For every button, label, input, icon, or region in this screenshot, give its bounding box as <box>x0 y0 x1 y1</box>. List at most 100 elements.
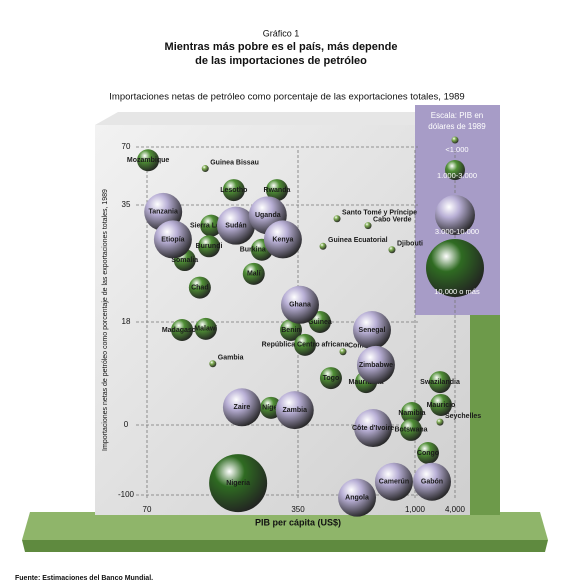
x-tick-label: 350 <box>291 505 305 514</box>
point-label: Mauritania <box>349 379 384 386</box>
bubble <box>222 388 261 427</box>
point-label: Zimbabwe <box>359 362 393 369</box>
box-top <box>95 112 485 125</box>
point-label: Sierra Leona <box>190 222 233 229</box>
point-label: Malí <box>247 271 262 278</box>
x-axis-label: PIB per cápita (US$) <box>255 517 341 527</box>
point-label: Swazilandia <box>420 379 460 386</box>
bubble <box>388 246 396 254</box>
bubble <box>339 348 347 356</box>
bubble <box>279 319 302 342</box>
source: Fuente: Estimaciones del Banco Mundial. <box>15 575 153 582</box>
point-label: Ghana <box>289 302 311 309</box>
point-label: Cabo Verde <box>373 216 412 223</box>
legend-label: 3.000-10.000 <box>435 227 479 236</box>
legend-label: 10,000 o más <box>434 287 480 296</box>
bubble <box>153 220 192 259</box>
point-label: Guinea Ecuatorial <box>328 237 388 244</box>
point-label: Zambia <box>283 407 308 414</box>
bubble <box>201 165 209 173</box>
legend-label: <1.000 <box>445 145 468 154</box>
bubble <box>319 367 342 390</box>
base-edge <box>22 540 548 552</box>
point-label: Madagascar <box>162 327 203 334</box>
bubble <box>294 333 317 356</box>
point-label: Côte d'Ivoire <box>352 425 394 432</box>
bubble <box>436 418 444 426</box>
point-label: Malawi <box>194 326 217 333</box>
bubble <box>200 214 223 237</box>
point-label: Benin <box>281 327 300 334</box>
bubble <box>209 360 217 368</box>
point-label: Guinea Bissau <box>210 159 259 166</box>
point-label: Nigeria <box>226 480 250 487</box>
bubble <box>400 418 423 441</box>
legend-marker <box>426 239 484 297</box>
bubble <box>413 462 451 501</box>
bubble <box>171 319 194 342</box>
y-tick-label: -100 <box>118 490 135 499</box>
legend-marker <box>445 160 465 180</box>
point-label: Rwanda <box>264 187 291 194</box>
bubble <box>354 409 393 448</box>
bubble <box>263 220 302 259</box>
bubble <box>280 285 319 324</box>
point-label: Lesotho <box>220 187 247 194</box>
point-label: Kenya <box>272 236 293 243</box>
point-label: Angola <box>345 495 369 502</box>
bubble <box>374 462 413 501</box>
point-label: Tanzania <box>148 209 178 216</box>
point-label: Gambia <box>218 355 244 362</box>
bubble <box>216 206 255 245</box>
bubble <box>352 311 391 350</box>
legend-title: Escala: PIB en <box>431 111 483 120</box>
bubble <box>198 235 221 258</box>
bubble <box>265 179 288 202</box>
bubble <box>400 401 423 424</box>
y-axis-label: Importaciones netas de petróleo como por… <box>102 189 109 451</box>
bubble <box>194 317 217 340</box>
point-label: Burundi <box>196 243 223 250</box>
x-tick-label: 4,000 <box>445 505 466 514</box>
bubble <box>209 454 268 513</box>
point-label: Burkina Faso <box>240 247 284 254</box>
bubble <box>188 276 211 299</box>
point-label: Guinea <box>308 319 332 326</box>
point-label: Senegal <box>359 327 386 334</box>
point-label: Chad <box>191 284 209 291</box>
y-tick-label: 0 <box>124 420 129 429</box>
point-label: Zaire <box>234 404 251 411</box>
point-label: Namibia <box>398 410 425 417</box>
bubble <box>417 442 439 464</box>
point-label: Gabón <box>421 479 443 486</box>
legend-marker <box>435 195 475 235</box>
x-tick-label: 70 <box>143 505 152 514</box>
legend-label: 1.000-3.000 <box>437 171 477 180</box>
point-label: Camerún <box>379 479 409 486</box>
bubble <box>275 391 314 430</box>
point-label: Somalia <box>171 257 198 264</box>
point-label: Botswana <box>395 427 428 434</box>
point-label: Níger <box>262 405 280 412</box>
point-label: Uganda <box>255 212 281 219</box>
base-slab <box>22 512 548 540</box>
bubble <box>319 242 327 250</box>
y-tick-label: 18 <box>122 317 131 326</box>
point-label: Djibouti <box>397 241 423 248</box>
legend-title: dólares de 1989 <box>428 122 486 131</box>
chart-title: Mientras más pobre es el país, más depen… <box>165 41 398 53</box>
point-label: Congo <box>417 450 439 457</box>
point-label: Seychelles <box>445 413 481 420</box>
point-label: Etiopía <box>161 236 184 243</box>
y-tick-label: 35 <box>122 200 131 209</box>
point-label: Mozambique <box>127 157 169 164</box>
point-label: Sudán <box>225 222 246 229</box>
subtitle: Importaciones netas de petróleo como por… <box>109 92 464 103</box>
bubble <box>356 345 395 384</box>
point-label: Mauricio <box>427 402 456 409</box>
bubble <box>429 371 451 394</box>
bubble <box>242 262 265 285</box>
point-label: República Centro africana <box>262 342 349 349</box>
chart-label: Gráfico 1 <box>263 28 300 38</box>
bubble <box>364 222 372 230</box>
